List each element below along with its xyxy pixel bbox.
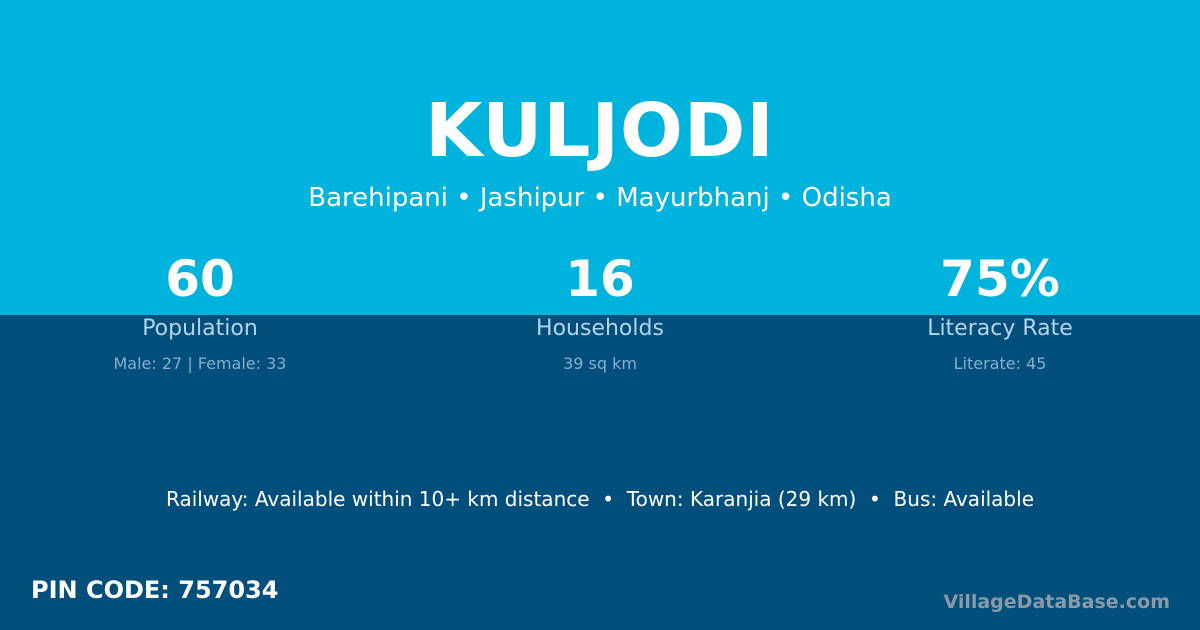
stat-detail: 39 sq km [563,354,637,373]
stat-label: Households [536,316,664,341]
stat-value: 16 [565,250,635,308]
stat-detail: Male: 27 | Female: 33 [113,354,287,373]
stat-detail: Literate: 45 [953,354,1047,373]
village-title: KULJODI [425,88,775,174]
stat-value: 75% [940,250,1060,308]
header-band [0,0,1200,315]
stat-label: Population [142,316,258,341]
stat-value: 60 [165,250,235,308]
brand-watermark: VillageDataBase.com [943,591,1170,613]
breadcrumb: Barehipani • Jashipur • Mayurbhanj • Odi… [308,183,892,213]
stat-label: Literacy Rate [927,316,1073,341]
connectivity-info: Railway: Available within 10+ km distanc… [165,487,1034,511]
pin-code: PIN CODE: 757034 [31,576,279,604]
